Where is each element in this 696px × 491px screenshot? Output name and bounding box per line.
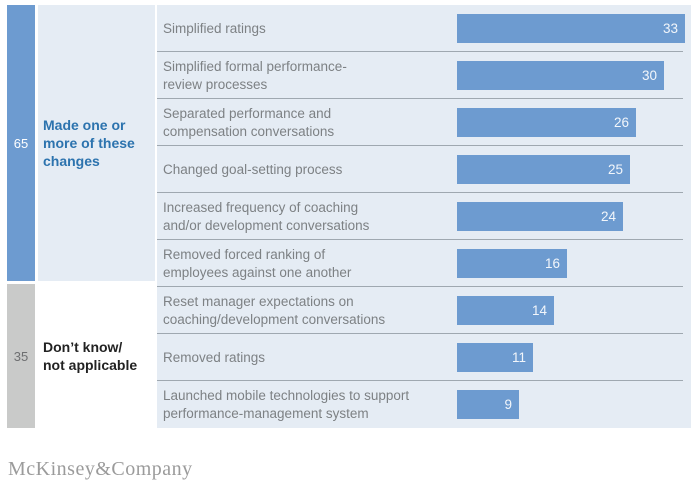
group-label-dont-know: Don’t know/ not applicable (43, 339, 138, 373)
bar: 24 (457, 202, 623, 231)
bar-value: 33 (662, 20, 678, 36)
row-label: Reset manager expectations on coaching/d… (163, 293, 386, 327)
group-total-dont-know: 35 (13, 348, 29, 364)
bar-value: 24 (600, 208, 616, 224)
row-label: Simplified formal performance- review pr… (163, 58, 347, 92)
bar-value: 16 (544, 255, 560, 271)
row-label: Simplified ratings (163, 20, 266, 36)
bar-value: 9 (504, 396, 512, 412)
bar-value: 26 (613, 114, 629, 130)
chart-row: Launched mobile technologies to support … (157, 381, 691, 428)
bar: 25 (457, 155, 630, 184)
chart-row: Increased frequency of coaching and/or d… (157, 193, 691, 240)
bar: 14 (457, 296, 554, 325)
chart-row: Simplified formal performance- review pr… (157, 52, 691, 99)
group-strip-dont-know: 35 (7, 284, 35, 428)
chart-row: Removed ratings 11 (157, 334, 691, 381)
bar-value: 25 (607, 161, 623, 177)
bar-value: 14 (531, 302, 547, 318)
group-label-changes: Made one or more of these changes (43, 117, 135, 169)
chart-row: Changed goal-setting process 25 (157, 146, 691, 193)
chart-row: Reset manager expectations on coaching/d… (157, 287, 691, 334)
chart-row: Removed forced ranking of employees agai… (157, 240, 691, 287)
group-label-area-dont-know: Don’t know/ not applicable (38, 284, 155, 428)
bar: 26 (457, 108, 636, 137)
chart-row: Separated performance and compensation c… (157, 99, 691, 146)
group-total-changes: 65 (13, 135, 29, 151)
rows-panel: Simplified ratings 33 Simplified formal … (157, 5, 691, 428)
row-label: Changed goal-setting process (163, 161, 343, 177)
row-label: Increased frequency of coaching and/or d… (163, 199, 370, 233)
row-label: Launched mobile technologies to support … (163, 387, 410, 421)
chart-row: Simplified ratings 33 (157, 5, 691, 52)
mckinsey-logo: McKinsey&Company (8, 458, 193, 480)
bar-value: 30 (641, 67, 657, 83)
row-label: Removed forced ranking of employees agai… (163, 246, 352, 280)
bar: 16 (457, 249, 567, 278)
group-label-area-changes: Made one or more of these changes (38, 5, 155, 281)
row-label: Removed ratings (163, 349, 266, 365)
bar: 11 (457, 343, 533, 372)
bar: 30 (457, 61, 664, 90)
bar: 9 (457, 390, 519, 419)
footer: McKinsey&Company (8, 458, 193, 481)
bar-value: 11 (511, 349, 526, 365)
row-label: Separated performance and compensation c… (163, 105, 335, 139)
bar: 33 (457, 14, 685, 43)
group-strip-changes: 65 (7, 5, 35, 281)
